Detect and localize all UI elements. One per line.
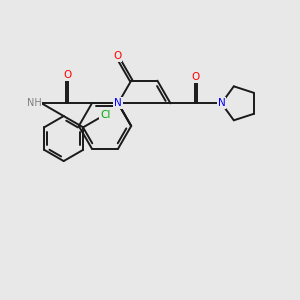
Text: N: N [218, 98, 225, 108]
Text: O: O [192, 72, 200, 82]
Text: O: O [113, 52, 122, 61]
Text: NH: NH [27, 98, 41, 108]
Text: Cl: Cl [100, 110, 110, 120]
Text: O: O [63, 70, 71, 80]
Text: N: N [114, 98, 122, 108]
